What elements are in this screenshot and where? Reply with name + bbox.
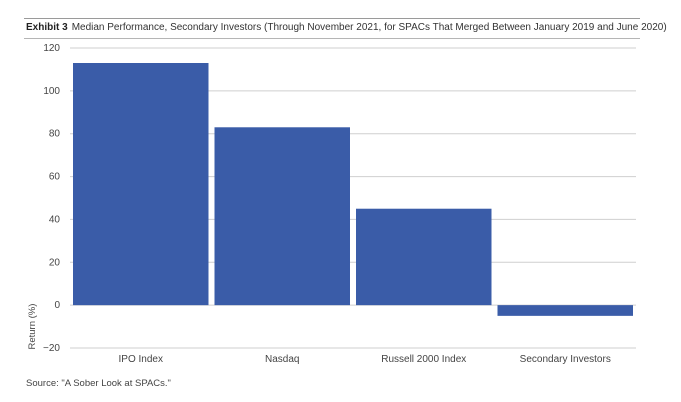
bar — [356, 208, 492, 306]
y-axis-title: Return (%) — [27, 304, 38, 350]
bar — [214, 127, 350, 306]
y-tick-label: 80 — [49, 129, 61, 140]
title-underline — [24, 38, 640, 39]
top-rule — [24, 18, 640, 19]
y-tick-label: −20 — [43, 343, 60, 354]
x-tick-label: Nasdaq — [265, 354, 299, 365]
y-tick-label: 0 — [54, 300, 60, 311]
y-tick-label: 40 — [49, 214, 61, 225]
y-tick-label: 60 — [49, 172, 61, 183]
y-tick-label: 120 — [43, 43, 60, 54]
y-tick-label: 100 — [43, 86, 60, 97]
x-tick-label: Secondary Investors — [520, 354, 611, 365]
bar — [497, 305, 633, 316]
exhibit-label: Exhibit 3 — [26, 22, 68, 33]
bar — [73, 63, 209, 306]
source-note: Source: "A Sober Look at SPACs." — [26, 378, 171, 389]
y-tick-label: 20 — [49, 257, 61, 268]
chart-title-row: Exhibit 3 Median Performance, Secondary I… — [26, 22, 667, 33]
x-tick-label: Russell 2000 Index — [381, 354, 466, 365]
chart-title: Median Performance, Secondary Investors … — [71, 22, 667, 33]
x-tick-label: IPO Index — [119, 354, 163, 365]
